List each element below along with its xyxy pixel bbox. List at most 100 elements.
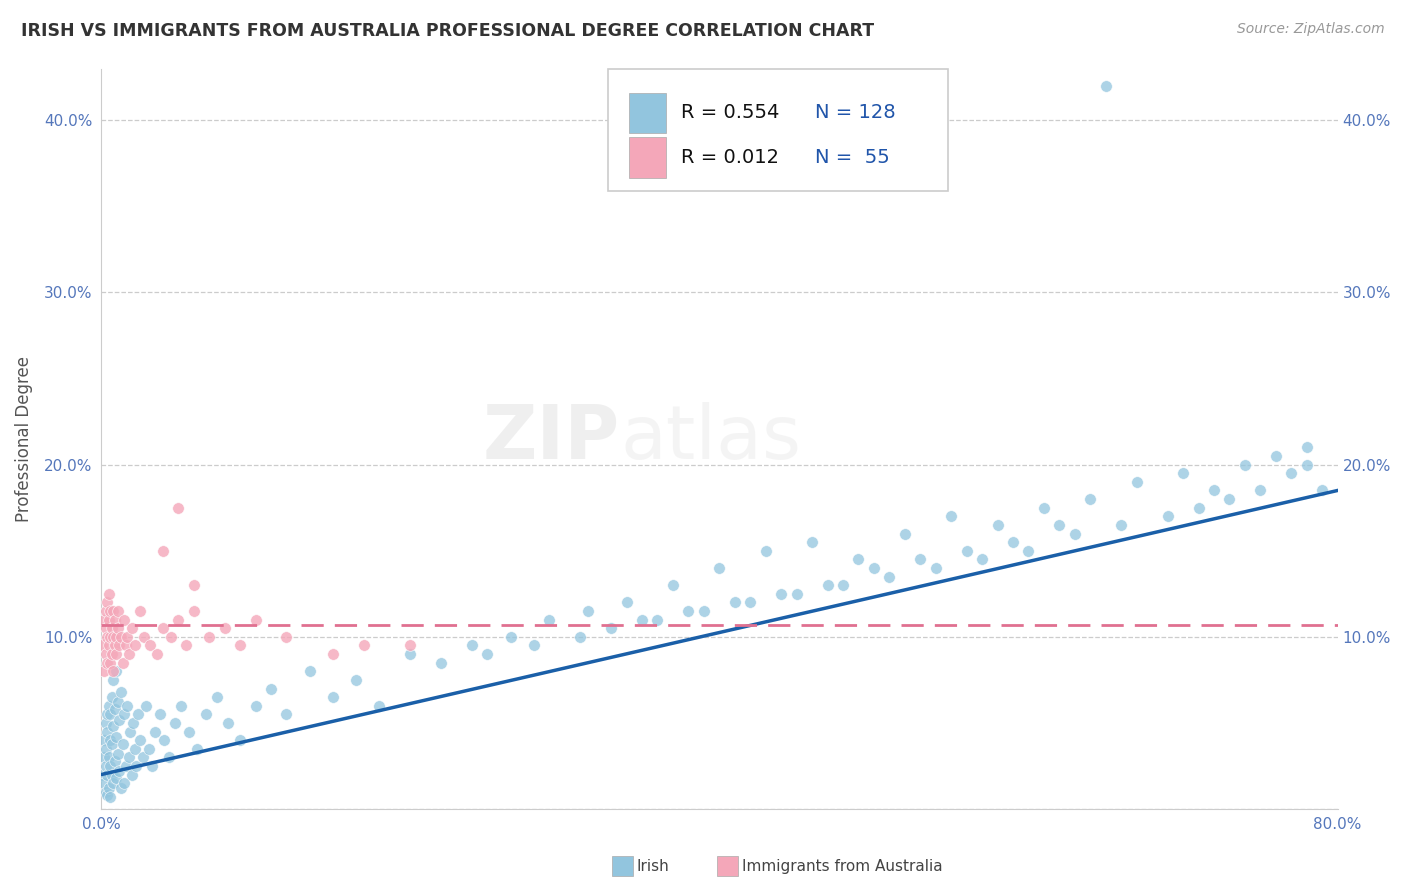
- FancyBboxPatch shape: [607, 69, 948, 191]
- Point: [149, 707, 172, 722]
- Point: [616, 595, 638, 609]
- Point: [245, 613, 267, 627]
- Point: [139, 639, 162, 653]
- Point: [177, 724, 200, 739]
- Point: [97, 698, 120, 713]
- Point: [298, 665, 321, 679]
- Point: [93, 613, 115, 627]
- Point: [153, 733, 176, 747]
- Point: [138, 741, 160, 756]
- Point: [1233, 458, 1256, 472]
- Point: [97, 639, 120, 653]
- Point: [183, 604, 205, 618]
- Point: [91, 767, 114, 781]
- Point: [245, 698, 267, 713]
- Point: [118, 647, 141, 661]
- Point: [770, 587, 793, 601]
- Point: [1218, 491, 1240, 506]
- Point: [786, 587, 808, 601]
- Point: [96, 595, 118, 609]
- Point: [157, 750, 180, 764]
- Point: [499, 630, 522, 644]
- Point: [107, 747, 129, 761]
- Point: [105, 647, 128, 661]
- Point: [121, 621, 143, 635]
- Point: [93, 750, 115, 764]
- Point: [98, 630, 121, 644]
- Point: [152, 621, 174, 635]
- Point: [112, 776, 135, 790]
- Text: R = 0.012: R = 0.012: [681, 148, 779, 167]
- Point: [195, 707, 218, 722]
- Point: [600, 621, 623, 635]
- Point: [96, 724, 118, 739]
- Point: [647, 613, 669, 627]
- Point: [576, 604, 599, 618]
- Point: [430, 656, 453, 670]
- Point: [115, 698, 138, 713]
- Point: [523, 639, 546, 653]
- Point: [93, 665, 115, 679]
- Point: [107, 604, 129, 618]
- Point: [1310, 483, 1333, 498]
- Point: [1249, 483, 1271, 498]
- Point: [96, 789, 118, 803]
- Point: [125, 759, 148, 773]
- Point: [98, 656, 121, 670]
- Y-axis label: Professional Degree: Professional Degree: [15, 356, 32, 522]
- Point: [183, 578, 205, 592]
- Point: [97, 587, 120, 601]
- Point: [98, 790, 121, 805]
- Point: [128, 604, 150, 618]
- Point: [817, 578, 839, 592]
- Point: [94, 741, 117, 756]
- Point: [1171, 467, 1194, 481]
- Point: [110, 781, 132, 796]
- Point: [740, 595, 762, 609]
- Point: [100, 690, 122, 705]
- Text: ZIP: ZIP: [484, 402, 620, 475]
- Text: Source: ZipAtlas.com: Source: ZipAtlas.com: [1237, 22, 1385, 37]
- Point: [1017, 543, 1039, 558]
- Text: N =  55: N = 55: [814, 148, 889, 167]
- Point: [100, 767, 122, 781]
- Point: [1063, 526, 1085, 541]
- Point: [98, 707, 121, 722]
- Point: [105, 771, 128, 785]
- Point: [103, 719, 125, 733]
- Point: [925, 561, 948, 575]
- Point: [152, 543, 174, 558]
- Point: [134, 630, 156, 644]
- Point: [322, 647, 344, 661]
- Point: [97, 750, 120, 764]
- Bar: [628, 93, 666, 133]
- Point: [91, 639, 114, 653]
- Point: [124, 639, 146, 653]
- Point: [538, 613, 561, 627]
- Point: [755, 543, 778, 558]
- Point: [322, 690, 344, 705]
- Text: R = 0.554: R = 0.554: [681, 103, 779, 122]
- Point: [103, 673, 125, 687]
- Point: [205, 690, 228, 705]
- Point: [801, 535, 824, 549]
- Point: [120, 724, 142, 739]
- Point: [107, 621, 129, 635]
- Point: [1094, 78, 1116, 93]
- Point: [143, 724, 166, 739]
- Point: [141, 759, 163, 773]
- Point: [131, 750, 153, 764]
- Point: [103, 604, 125, 618]
- Point: [910, 552, 932, 566]
- Point: [353, 639, 375, 653]
- Point: [118, 750, 141, 764]
- Point: [229, 733, 252, 747]
- Text: IRISH VS IMMIGRANTS FROM AUSTRALIA PROFESSIONAL DEGREE CORRELATION CHART: IRISH VS IMMIGRANTS FROM AUSTRALIA PROFE…: [21, 22, 875, 40]
- Point: [970, 552, 993, 566]
- Point: [678, 604, 700, 618]
- Point: [96, 707, 118, 722]
- Point: [569, 630, 592, 644]
- Point: [276, 707, 298, 722]
- Point: [344, 673, 367, 687]
- Point: [98, 759, 121, 773]
